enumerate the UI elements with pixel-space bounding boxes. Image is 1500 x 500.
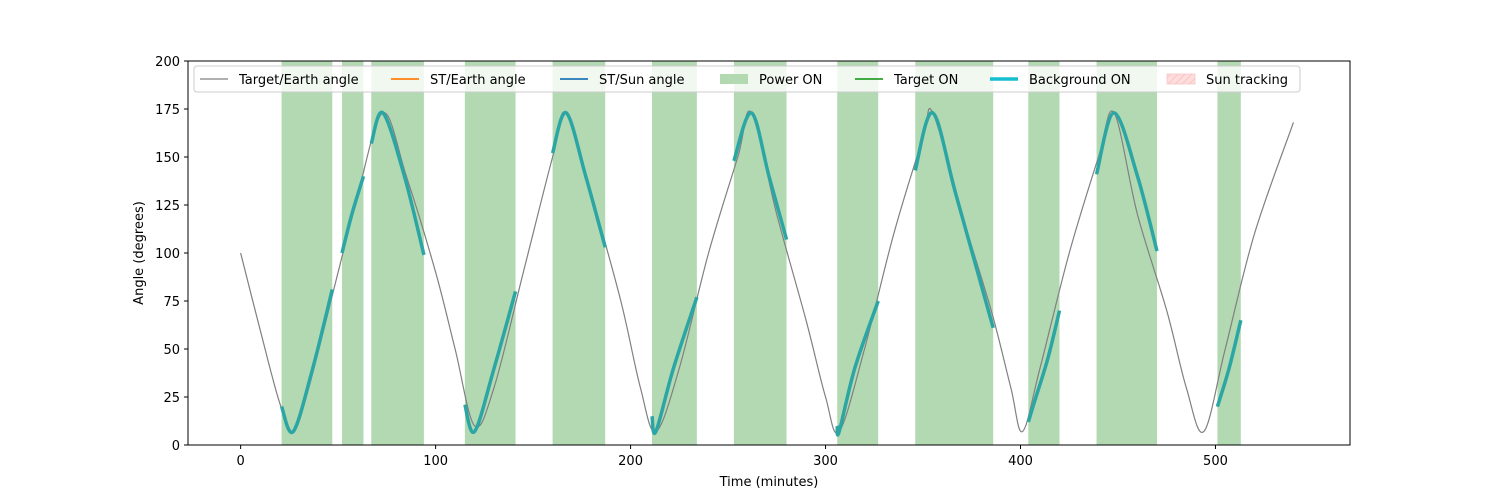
x-tick-label: 300 — [813, 454, 838, 469]
background-on-segments — [279, 110, 1243, 437]
power-on-band-4 — [552, 61, 606, 445]
legend-label-target_earth: Target/Earth angle — [238, 73, 359, 88]
power-on-band-2 — [371, 61, 424, 445]
x-tick-label: 500 — [1203, 454, 1228, 469]
background-on-segment-10 — [1094, 111, 1159, 252]
background-on-segment-3 — [463, 290, 518, 435]
power-on-band-10 — [1096, 61, 1157, 445]
power-on-band-5 — [652, 61, 697, 445]
x-tick-label: 0 — [237, 454, 245, 469]
legend-swatch-power_on — [720, 74, 748, 84]
legend-label-background_on: Background ON — [1029, 73, 1131, 88]
legend-swatch-sun_tracking — [1166, 73, 1196, 85]
x-tick-label: 400 — [1008, 454, 1033, 469]
x-tick-label: 100 — [423, 454, 448, 469]
y-tick-label: 150 — [155, 151, 180, 166]
legend-label-sun_tracking: Sun tracking — [1206, 73, 1288, 88]
background-on-segment-2 — [369, 110, 426, 256]
background-on-segment-0 — [279, 289, 334, 435]
power-on-band-0 — [281, 61, 333, 445]
power-on-band-11 — [1217, 61, 1241, 445]
x-axis-label: Time (minutes) — [719, 475, 819, 490]
x-axis-ticks: 0 100 200 300 400 500 — [237, 445, 1228, 469]
y-tick-label: 200 — [155, 55, 180, 70]
background-on-segment-9 — [1026, 310, 1062, 423]
power-on-band-6 — [733, 61, 787, 445]
y-tick-label: 100 — [155, 247, 180, 262]
y-tick-label: 75 — [163, 295, 180, 310]
background-on-segment-6 — [732, 111, 789, 241]
background-on-segment-4 — [550, 111, 607, 248]
x-tick-label: 200 — [618, 454, 643, 469]
power-on-band-8 — [915, 61, 994, 445]
power-on-band-9 — [1028, 61, 1060, 445]
background-on-segment-5 — [650, 296, 699, 436]
background-on-segment-7 — [835, 300, 880, 437]
legend-label-target_on: Target ON — [893, 73, 958, 88]
background-on-segment-11 — [1215, 319, 1243, 408]
y-tick-label: 0 — [172, 439, 180, 454]
y-tick-label: 125 — [155, 199, 180, 214]
y-axis-ticks: 0 25 50 75 100 125 150 175 200 — [155, 55, 188, 454]
power-on-band-1 — [342, 61, 364, 445]
legend-label-st_sun: ST/Sun angle — [599, 73, 685, 88]
legend: Target/Earth angle ST/Earth angle ST/Sun a… — [193, 65, 1301, 93]
y-tick-label: 25 — [163, 391, 180, 406]
background-on-segment-8 — [913, 111, 995, 329]
legend-label-st_earth: ST/Earth angle — [430, 73, 526, 88]
legend-label-power_on: Power ON — [759, 73, 822, 88]
power-on-band-7 — [837, 61, 879, 445]
y-axis-label: Angle (degrees) — [132, 201, 147, 305]
y-tick-label: 50 — [163, 343, 180, 358]
background-on-segment-1 — [340, 175, 366, 254]
y-tick-label: 175 — [155, 103, 180, 118]
